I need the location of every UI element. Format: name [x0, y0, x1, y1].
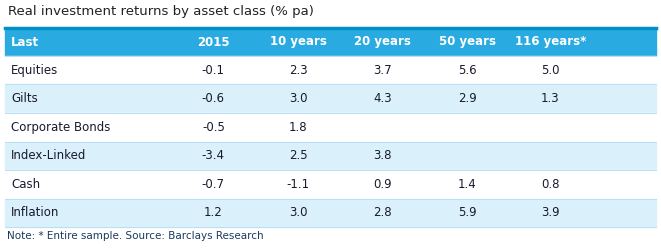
Bar	[5, 170, 656, 198]
Text: 5.0: 5.0	[541, 64, 559, 77]
Text: 20 years: 20 years	[354, 36, 411, 49]
Bar	[5, 198, 656, 227]
Text: 2.3: 2.3	[289, 64, 307, 77]
Text: 50 years: 50 years	[439, 36, 496, 49]
Text: Corporate Bonds: Corporate Bonds	[11, 121, 110, 134]
Text: Gilts: Gilts	[11, 92, 38, 105]
Text: -0.7: -0.7	[202, 178, 225, 191]
Text: Equities: Equities	[11, 64, 58, 77]
Text: 116 years*: 116 years*	[514, 36, 586, 49]
Text: 1.4: 1.4	[458, 178, 477, 191]
Text: Last: Last	[11, 36, 39, 49]
Text: 10 years: 10 years	[270, 36, 327, 49]
Text: 3.7: 3.7	[373, 64, 392, 77]
Text: 0.8: 0.8	[541, 178, 559, 191]
Text: Real investment returns by asset class (% pa): Real investment returns by asset class (…	[8, 5, 314, 18]
Text: -1.1: -1.1	[286, 178, 309, 191]
Text: 3.8: 3.8	[373, 149, 392, 162]
Text: 2.9: 2.9	[458, 92, 477, 105]
Bar	[5, 113, 656, 141]
Text: -0.6: -0.6	[202, 92, 225, 105]
Bar	[5, 141, 656, 170]
Text: 3.9: 3.9	[541, 206, 559, 219]
Text: 1.3: 1.3	[541, 92, 559, 105]
Text: -0.5: -0.5	[202, 121, 225, 134]
Bar	[5, 84, 656, 113]
Text: 2015: 2015	[197, 36, 229, 49]
Text: 1.2: 1.2	[204, 206, 223, 219]
Text: Cash: Cash	[11, 178, 40, 191]
Bar	[5, 28, 656, 56]
Text: Note: * Entire sample. Source: Barclays Research: Note: * Entire sample. Source: Barclays …	[7, 231, 264, 241]
Text: 2.8: 2.8	[373, 206, 392, 219]
Text: Inflation: Inflation	[11, 206, 59, 219]
Text: 3.0: 3.0	[289, 92, 307, 105]
Text: 5.9: 5.9	[458, 206, 477, 219]
Text: 2.5: 2.5	[289, 149, 307, 162]
Text: 0.9: 0.9	[373, 178, 392, 191]
Text: 5.6: 5.6	[458, 64, 477, 77]
Text: -3.4: -3.4	[202, 149, 225, 162]
Text: 4.3: 4.3	[373, 92, 392, 105]
Text: -0.1: -0.1	[202, 64, 225, 77]
Bar	[5, 56, 656, 84]
Text: Index-Linked: Index-Linked	[11, 149, 87, 162]
Text: 3.0: 3.0	[289, 206, 307, 219]
Text: 1.8: 1.8	[289, 121, 307, 134]
